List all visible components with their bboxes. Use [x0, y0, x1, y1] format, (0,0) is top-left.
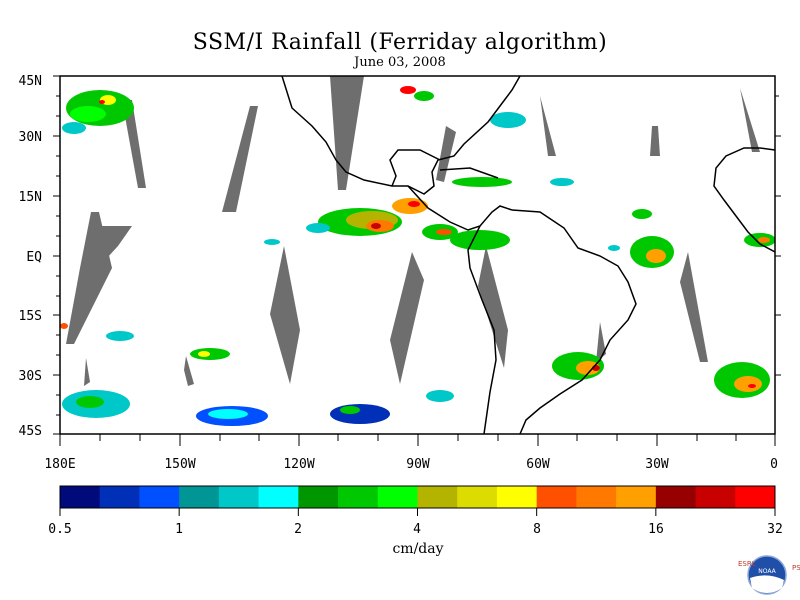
esrl-letters: ESRL	[738, 560, 756, 568]
lon-label-180e: 180E	[44, 457, 76, 472]
rain-patch-itcz-central-america	[264, 198, 458, 245]
rain-patch-nw-pacific	[62, 90, 134, 134]
colorbar	[59, 485, 776, 516]
lon-label-30w: 30W	[645, 457, 669, 472]
swath-gap	[270, 246, 300, 384]
colorbar-swatch	[298, 486, 339, 508]
colorbar-swatch	[60, 486, 101, 508]
swath-gap	[122, 100, 146, 188]
map-title: SSM/I Rainfall (Ferriday algorithm)	[192, 30, 608, 55]
colorbar-swatch	[536, 486, 577, 508]
colorbar-swatch	[258, 486, 299, 508]
colorbar-units: cm/day	[392, 541, 444, 557]
colorbar-label: 2	[294, 522, 302, 537]
coast-gulf	[389, 149, 441, 187]
map-frame	[53, 75, 781, 446]
colorbar-swatch	[377, 486, 418, 508]
lon-label-120w: 120W	[283, 457, 315, 472]
colorbar-swatch	[735, 486, 776, 508]
coast-cuba	[439, 167, 499, 179]
swath-gaps	[66, 76, 760, 386]
coast-north-america	[281, 76, 521, 195]
colorbar-swatch	[417, 486, 458, 508]
colorbar-swatch	[576, 486, 617, 508]
lat-label-30n: 30N	[18, 130, 42, 145]
swath-gap	[680, 252, 708, 362]
colorbar-label: 16	[648, 522, 664, 537]
colorbar-label: 0.5	[48, 522, 72, 537]
coast-central-america	[407, 185, 513, 231]
swath-gap	[596, 322, 606, 362]
colorbar-swatch	[655, 486, 697, 508]
coast-south-america	[467, 209, 637, 434]
noaa-logo-text: NOAA	[758, 568, 776, 575]
swath-gap	[222, 106, 258, 212]
swath-gap	[84, 358, 90, 386]
colorbar-label: 1	[175, 522, 183, 537]
rain-patch-gulf-caribbean	[400, 86, 574, 250]
rain-patch-south-atlantic	[714, 362, 770, 398]
map-subtitle: June 03, 2008	[354, 55, 446, 70]
colorbar-swatch	[338, 486, 379, 508]
map-field	[60, 76, 775, 434]
colorbar-swatch	[616, 486, 657, 508]
lon-label-90w: 90W	[406, 457, 430, 472]
colorbar-swatch	[218, 486, 260, 508]
coast-africa	[713, 147, 775, 253]
swath-gap	[330, 76, 364, 190]
swath-gap	[96, 226, 132, 270]
colorbar-label: 4	[413, 522, 421, 537]
lat-label-15n: 15N	[18, 190, 42, 205]
lat-label-30s: 30S	[18, 369, 42, 384]
lon-label-60w: 60W	[526, 457, 550, 472]
colorbar-swatch	[99, 486, 140, 508]
lon-label-0: 0	[770, 457, 778, 472]
rainfall-patches	[60, 86, 775, 426]
lat-label-15s: 15S	[18, 309, 42, 324]
rain-patch-atlantic-itcz	[608, 209, 775, 268]
swath-gap	[650, 126, 660, 156]
noaa-logo: NOAA	[747, 555, 787, 595]
swath-gap	[740, 88, 760, 152]
lon-label-150w: 150W	[164, 457, 196, 472]
coastlines	[281, 76, 775, 434]
psd-letters: PSD	[792, 564, 800, 572]
colorbar-swatch	[695, 486, 736, 508]
swath-gap	[540, 96, 556, 156]
colorbar-swatch	[179, 486, 220, 508]
swath-gap	[184, 356, 194, 386]
swath-gap	[478, 246, 508, 368]
colorbar-swatch	[457, 486, 498, 508]
colorbar-swatch	[139, 486, 180, 508]
lat-label-eq: EQ	[26, 250, 42, 265]
lat-label-45s: 45S	[18, 424, 42, 439]
lat-label-45n: 45N	[18, 74, 42, 89]
colorbar-label: 32	[767, 522, 783, 537]
rain-patch-s-america-east	[552, 352, 604, 380]
swath-gap	[436, 126, 456, 182]
swath-gap	[390, 252, 424, 384]
colorbar-label: 8	[533, 522, 541, 537]
rain-patch-south-pacific	[60, 323, 454, 426]
colorbar-swatch	[496, 486, 538, 508]
